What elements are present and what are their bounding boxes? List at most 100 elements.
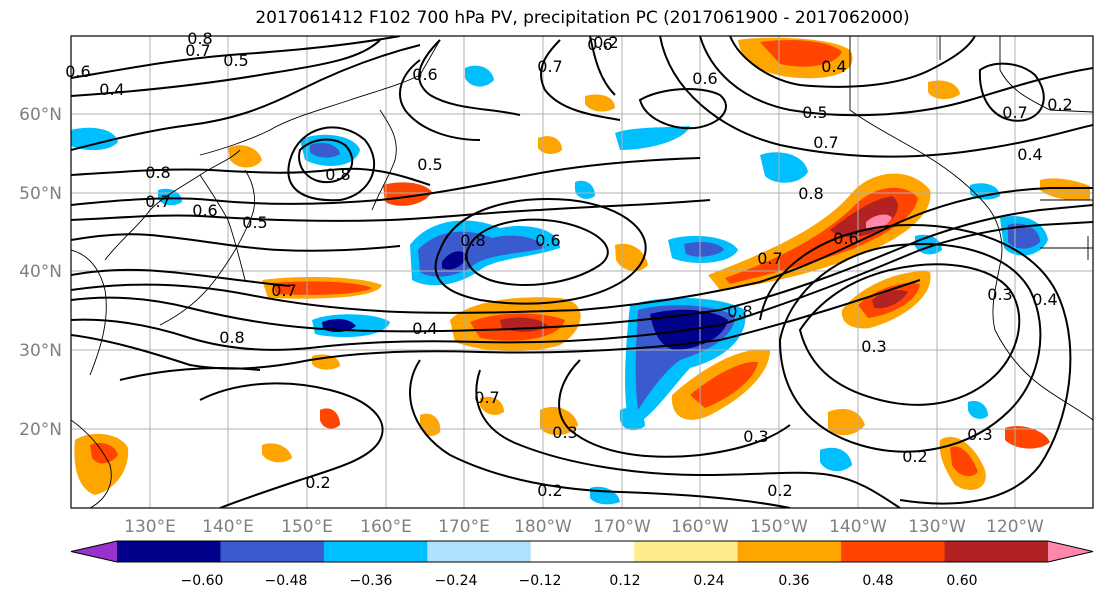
contour-label: 0.6 xyxy=(587,35,612,54)
precip-anomaly-negative xyxy=(684,242,724,257)
colorbar-segment xyxy=(323,541,428,562)
precip-anomaly-positive xyxy=(480,396,504,415)
contour-label: 0.3 xyxy=(552,423,577,442)
precip-anomaly-positive xyxy=(760,40,842,67)
lat-tick-label: 20°N xyxy=(19,420,62,440)
precip-anomaly-positive xyxy=(90,442,118,464)
precip-anomaly-positive xyxy=(420,413,441,437)
colorbar-segment xyxy=(737,541,842,562)
colorbar-tick-label: 0.60 xyxy=(946,573,977,589)
precip-anomaly-positive xyxy=(1040,178,1090,201)
precip-shading xyxy=(71,37,1090,505)
contour-label: 0.2 xyxy=(537,481,562,500)
lon-tick-label: 170°E xyxy=(438,517,490,537)
contour-label: 0.6 xyxy=(192,201,217,220)
precip-anomaly-positive xyxy=(272,281,372,295)
contour-label: 0.4 xyxy=(412,319,437,338)
colorbar-segment xyxy=(944,541,1049,562)
lat-tick-label: 60°N xyxy=(19,105,62,125)
contour-label: 0.6 xyxy=(833,229,858,248)
precip-anomaly-negative xyxy=(71,127,118,151)
contour-label: 0.7 xyxy=(1002,103,1027,122)
precip-anomaly-positive xyxy=(1005,425,1050,449)
contour-label: 0.7 xyxy=(537,57,562,76)
contour-label: 0.7 xyxy=(757,249,782,268)
colorbar-tick-label: −0.24 xyxy=(435,573,478,589)
precip-anomaly-positive xyxy=(228,145,262,168)
contour-label: 0.8 xyxy=(325,165,350,184)
precip-anomaly-positive xyxy=(950,446,978,477)
colorbar-tick-label: −0.60 xyxy=(181,573,224,589)
contour-label: 0.8 xyxy=(798,184,823,203)
lat-tick-label: 40°N xyxy=(19,262,62,282)
precip-anomaly-negative xyxy=(310,142,340,158)
precip-anomaly-positive xyxy=(866,214,892,230)
contour-label: 0.2 xyxy=(902,447,927,466)
precip-anomaly-positive xyxy=(538,136,562,154)
colorbar-segment xyxy=(841,541,946,562)
precip-anomaly-negative xyxy=(1008,223,1040,249)
colorbar-tick-label: 0.36 xyxy=(778,573,809,589)
lon-tick-label: 160°W xyxy=(671,517,729,537)
pv-contours xyxy=(71,36,1093,508)
lon-tick-label: 140°W xyxy=(829,517,887,537)
contour-label: 0.6 xyxy=(535,231,560,250)
contour-label: 0.4 xyxy=(1017,145,1042,164)
contour-label: 0.7 xyxy=(185,41,210,60)
contour-label: 0.8 xyxy=(187,29,212,48)
contour-label: 0.4 xyxy=(99,80,124,99)
colorbar-tick-label: −0.36 xyxy=(350,573,393,589)
lat-tick-label: 50°N xyxy=(19,184,62,204)
precip-anomaly-positive xyxy=(320,408,340,429)
contour-label: 0.2 xyxy=(305,473,330,492)
precip-anomaly-positive xyxy=(383,182,432,206)
contour-label: 0.8 xyxy=(727,302,752,321)
map-frame xyxy=(70,35,1094,509)
precip-anomaly-positive xyxy=(690,361,758,408)
precip-anomaly-positive xyxy=(928,80,960,100)
lon-tick-label: 130°E xyxy=(124,517,176,537)
contour-label: 0.6 xyxy=(412,65,437,84)
precip-anomaly-negative xyxy=(820,447,852,472)
lon-tick-label: 140°E xyxy=(202,517,254,537)
colorbar-tick-label: 0.24 xyxy=(693,573,724,589)
contour-label: 0.3 xyxy=(967,425,992,444)
colorbar-segment xyxy=(220,541,325,562)
precip-anomaly-negative xyxy=(760,152,808,183)
precip-anomaly-negative xyxy=(615,126,690,150)
precip-anomaly-positive xyxy=(262,443,292,463)
colorbar-segment xyxy=(634,541,739,562)
precip-anomaly-negative xyxy=(620,407,645,431)
precip-anomaly-negative xyxy=(590,486,620,505)
contour-label: 0.3 xyxy=(861,337,886,356)
map-title: 2017061412 F102 700 hPa PV, precipitatio… xyxy=(255,8,910,28)
contour-label: 0.4 xyxy=(1032,290,1057,309)
colorbar-extend-max xyxy=(1048,541,1093,562)
lon-tick-label: 130°W xyxy=(908,517,966,537)
precip-anomaly-negative xyxy=(442,251,468,270)
contour-label: 0.5 xyxy=(417,155,442,174)
contour-label: 0.7 xyxy=(474,388,499,407)
contour-label: 0.5 xyxy=(802,103,827,122)
contour-label: 0.7 xyxy=(145,192,170,211)
contour-label: 0.4 xyxy=(821,57,846,76)
contour-label: 0.6 xyxy=(65,62,90,81)
colorbar-segment xyxy=(530,541,635,562)
contour-label: 0.8 xyxy=(219,328,244,347)
colorbar-segment xyxy=(117,541,221,562)
lon-tick-label: 160°E xyxy=(360,517,412,537)
contour-label: 0.2 xyxy=(767,481,792,500)
contour-label: 0.3 xyxy=(987,285,1012,304)
colorbar-extend-min xyxy=(71,541,117,562)
contour-label: 0.5 xyxy=(223,51,248,70)
contour-labels: 0.80.70.50.60.40.60.70.6 0.40.50.70.60.70… xyxy=(65,29,1072,500)
colorbar-tick-label: 0.12 xyxy=(609,573,640,589)
colorbar-tick-label: 0.48 xyxy=(862,573,893,589)
colorbar-ticks: −0.60 −0.48 −0.36 −0.24 −0.12 0.12 0.24 … xyxy=(181,573,978,589)
colorbar xyxy=(70,540,1094,563)
lat-tick-label: 30°N xyxy=(19,341,62,361)
precip-anomaly-positive xyxy=(585,94,615,112)
lon-axis: 130°E 140°E 150°E 160°E 170°E 180°W 170°… xyxy=(124,517,1044,537)
contour-label: 0.8 xyxy=(460,231,485,250)
lon-tick-label: 150°E xyxy=(281,517,333,537)
